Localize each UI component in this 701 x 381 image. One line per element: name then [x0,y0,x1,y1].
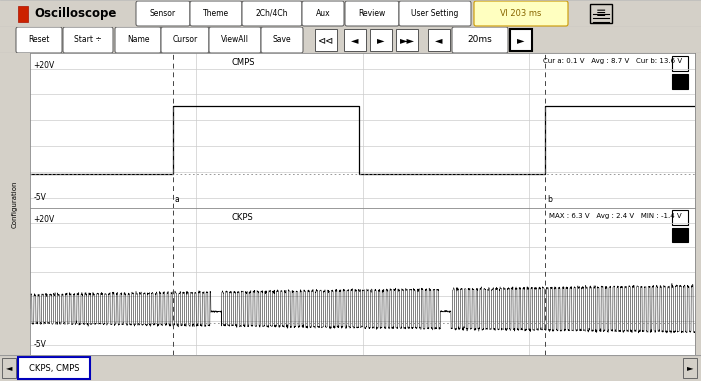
Text: Sensor: Sensor [150,9,176,18]
Bar [672,74,688,89]
Bar [672,210,688,225]
FancyBboxPatch shape [161,27,209,53]
Text: CKPS, CMPS: CKPS, CMPS [29,363,79,373]
Bar [672,227,688,242]
Text: Reset: Reset [28,35,50,45]
Bar [18,357,90,379]
Bar [510,29,532,51]
Text: Ⅵ 203 ms: Ⅵ 203 ms [501,9,542,18]
Text: ►: ► [517,35,525,45]
Text: Start ÷: Start ÷ [74,35,102,45]
Text: ViewAll: ViewAll [221,35,249,45]
Text: Cursor: Cursor [172,35,198,45]
Text: ≡: ≡ [596,7,606,20]
Text: a: a [175,195,179,204]
Text: ◄: ◄ [351,35,359,45]
Bar [683,358,697,378]
Text: CKPS: CKPS [232,213,254,222]
FancyBboxPatch shape [302,1,344,26]
Text: ►: ► [377,35,385,45]
Text: Theme: Theme [203,9,229,18]
Text: Save: Save [273,35,292,45]
Text: 2Ch/4Ch: 2Ch/4Ch [256,9,288,18]
Text: ⊲⊲: ⊲⊲ [318,35,334,45]
Text: ►►: ►► [400,35,414,45]
Text: -5V: -5V [34,192,46,202]
Bar [315,29,337,51]
Text: Oscilloscope: Oscilloscope [34,7,116,20]
Text: Aux: Aux [315,9,330,18]
Text: User Setting: User Setting [411,9,458,18]
FancyBboxPatch shape [452,27,508,53]
Bar [396,29,418,51]
FancyBboxPatch shape [399,1,471,26]
Text: -5V: -5V [34,340,46,349]
FancyBboxPatch shape [474,1,568,26]
Bar [428,29,450,51]
Bar [590,4,612,23]
Text: Configuration: Configuration [12,180,18,228]
FancyBboxPatch shape [190,1,242,26]
Text: CMPS: CMPS [231,58,254,67]
FancyBboxPatch shape [242,1,302,26]
Bar [672,56,688,71]
FancyBboxPatch shape [136,1,190,26]
FancyBboxPatch shape [261,27,303,53]
FancyBboxPatch shape [345,1,399,26]
FancyBboxPatch shape [16,27,62,53]
Bar [2,358,16,378]
Text: 20ms: 20ms [468,35,492,45]
Bar [18,6,28,22]
Text: ◄: ◄ [435,35,443,45]
Text: +20V: +20V [34,215,55,224]
Text: b: b [547,195,552,204]
FancyBboxPatch shape [209,27,261,53]
Text: MAX : 6.3 V   Avg : 2.4 V   MIN : -1.4 V: MAX : 6.3 V Avg : 2.4 V MIN : -1.4 V [549,213,681,219]
Bar [370,29,392,51]
FancyBboxPatch shape [63,27,113,53]
Text: +20V: +20V [34,61,55,70]
Text: Review: Review [358,9,386,18]
Bar [344,29,366,51]
Text: Name: Name [127,35,149,45]
Text: ►: ► [687,363,693,373]
Text: ◄: ◄ [6,363,12,373]
Text: Cur a: 0.1 V   Avg : 8.7 V   Cur b: 13.6 V: Cur a: 0.1 V Avg : 8.7 V Cur b: 13.6 V [543,58,681,64]
FancyBboxPatch shape [115,27,161,53]
